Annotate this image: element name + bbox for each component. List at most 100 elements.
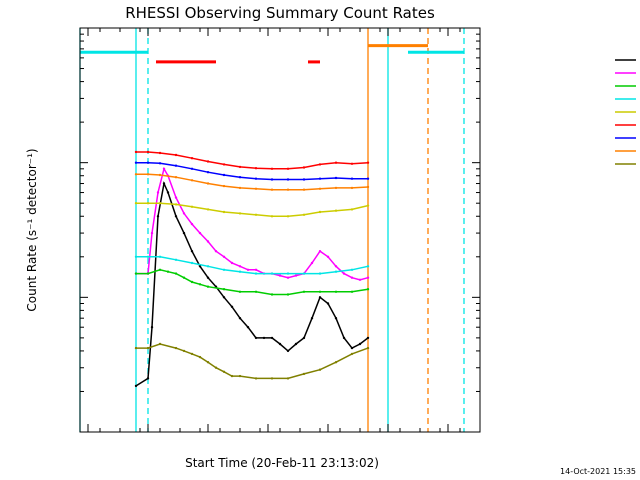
series-3-point-8 bbox=[254, 272, 258, 275]
series-0-point-26 bbox=[334, 317, 338, 320]
series-4-point-10 bbox=[286, 215, 290, 218]
series-8-point-8 bbox=[214, 366, 218, 369]
series-1-point-13 bbox=[230, 261, 234, 265]
series-6-point-11 bbox=[302, 178, 306, 181]
series-1-point-21 bbox=[294, 274, 298, 277]
series-4-point-1 bbox=[146, 202, 150, 205]
series-6-point-5 bbox=[206, 171, 210, 174]
series-0-point-23 bbox=[310, 317, 314, 320]
series-3-point-1 bbox=[146, 255, 150, 258]
series-8-point-2 bbox=[158, 342, 162, 346]
series-8-point-4 bbox=[182, 349, 186, 353]
series-0-point-24 bbox=[318, 296, 322, 299]
y-axis bbox=[80, 27, 480, 433]
series-0-point-8 bbox=[190, 250, 194, 253]
series-2-point-4 bbox=[174, 272, 178, 275]
series-4-point-6 bbox=[222, 210, 226, 214]
series-0-point-30 bbox=[366, 336, 370, 340]
series-5-point-6 bbox=[222, 163, 226, 166]
series-6-point-1 bbox=[146, 161, 150, 164]
series-1-point-11 bbox=[214, 250, 218, 253]
series-7-point-4 bbox=[190, 179, 194, 182]
series-1-point-4 bbox=[162, 167, 166, 170]
series-8-point-12 bbox=[254, 377, 258, 380]
series-6-point-9 bbox=[270, 178, 274, 181]
series-3-point-11 bbox=[302, 272, 306, 275]
series-2-point-8 bbox=[206, 285, 210, 288]
series-7-point-7 bbox=[238, 186, 242, 190]
series-1-point-29 bbox=[358, 278, 362, 281]
series-5-point-11 bbox=[302, 166, 306, 169]
series-3-point-12 bbox=[318, 272, 322, 275]
series-8-point-3 bbox=[174, 346, 178, 350]
series-line-5 bbox=[136, 151, 369, 170]
series-0-point-13 bbox=[230, 305, 234, 308]
series-6-point-14 bbox=[350, 177, 354, 180]
series-7-point-9 bbox=[270, 188, 274, 191]
chart-title: RHESSI Observing Summary Count Rates bbox=[125, 4, 435, 22]
series-1-point-16 bbox=[254, 268, 258, 271]
series-2-point-17 bbox=[350, 290, 354, 293]
series-2-point-14 bbox=[302, 290, 306, 293]
series-1-point-28 bbox=[350, 276, 354, 279]
series-3-point-10 bbox=[286, 272, 290, 275]
series-0-point-18 bbox=[270, 336, 274, 340]
series-line-4 bbox=[136, 202, 369, 218]
series-8-point-10 bbox=[230, 374, 234, 378]
series-4-point-4 bbox=[190, 205, 194, 208]
series-4-point-7 bbox=[238, 212, 242, 215]
series-2-point-18 bbox=[366, 288, 370, 291]
series-1-point-6 bbox=[174, 196, 178, 199]
series-4-point-2 bbox=[158, 202, 162, 205]
series-5-point-7 bbox=[238, 165, 242, 169]
series-1-point-7 bbox=[182, 212, 186, 215]
series-4-point-11 bbox=[302, 213, 306, 216]
series-1-point-25 bbox=[326, 255, 330, 258]
series-line-1 bbox=[136, 166, 369, 281]
series-0-point-29 bbox=[358, 342, 362, 346]
series-1-point-12 bbox=[222, 255, 226, 258]
series-2-point-16 bbox=[334, 290, 338, 293]
series-8-point-0 bbox=[134, 346, 138, 350]
series-1-point-10 bbox=[206, 240, 210, 243]
series-2-point-9 bbox=[222, 288, 226, 291]
series-5-point-15 bbox=[366, 161, 370, 164]
series-5-point-4 bbox=[190, 157, 194, 160]
series-2-point-15 bbox=[318, 290, 322, 293]
series-0-point-22 bbox=[302, 336, 306, 340]
series-1-point-23 bbox=[310, 261, 314, 265]
series-4-point-8 bbox=[254, 213, 258, 216]
series-6-point-10 bbox=[286, 178, 290, 181]
y-axis-label: Count Rate (s⁻¹ detector⁻¹) bbox=[25, 148, 39, 311]
series-6-point-2 bbox=[158, 162, 162, 165]
series-6-point-13 bbox=[334, 176, 338, 180]
series-1-point-30 bbox=[366, 276, 370, 279]
series-3-point-15 bbox=[366, 265, 370, 268]
series-1-point-19 bbox=[278, 274, 282, 277]
plot-frame bbox=[79, 27, 481, 433]
series-7-point-6 bbox=[222, 184, 226, 188]
series-8-point-11 bbox=[238, 374, 242, 378]
series-2-point-12 bbox=[270, 293, 274, 296]
series-8-point-17 bbox=[334, 361, 338, 364]
series-3-point-2 bbox=[158, 255, 162, 258]
series-2-point-3 bbox=[166, 270, 170, 273]
series-5-point-2 bbox=[158, 151, 162, 155]
series-8-point-6 bbox=[198, 355, 202, 359]
series-6-point-8 bbox=[254, 177, 258, 180]
series-4-point-9 bbox=[270, 215, 274, 218]
series-0-point-2 bbox=[150, 326, 154, 329]
series-7-point-5 bbox=[206, 182, 210, 185]
series-8-point-19 bbox=[366, 346, 370, 350]
series-3-point-7 bbox=[238, 270, 242, 273]
series-3-point-13 bbox=[334, 270, 338, 273]
series-6-point-4 bbox=[190, 167, 194, 170]
timestamp: 14-Oct-2021 15:35 bbox=[560, 467, 636, 476]
series-4-point-5 bbox=[206, 208, 210, 211]
series-4-point-13 bbox=[334, 209, 338, 212]
series-1-point-8 bbox=[190, 222, 194, 226]
series-2-point-1 bbox=[146, 272, 150, 275]
series-7-point-10 bbox=[286, 188, 290, 191]
series-8-point-1 bbox=[146, 346, 150, 350]
series-3-point-14 bbox=[350, 268, 354, 271]
